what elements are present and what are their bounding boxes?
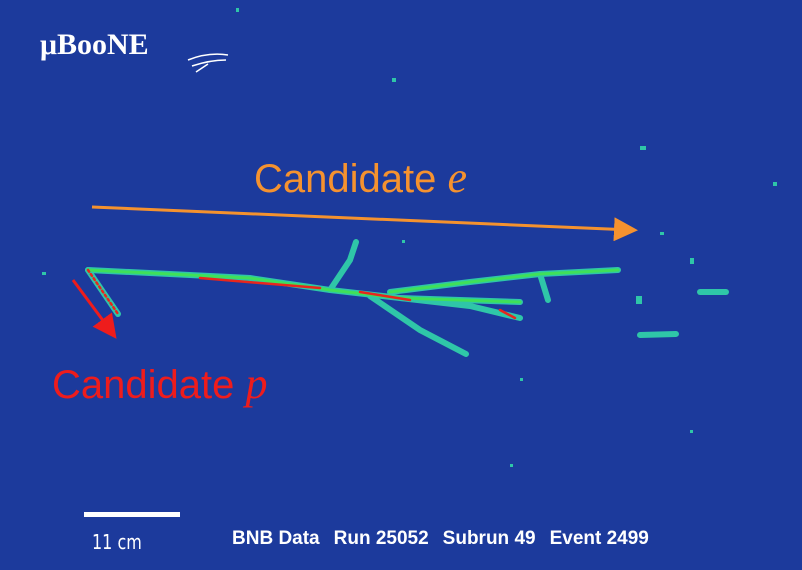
candidate-label: Candidate p (52, 358, 268, 409)
label-text: Candidate (254, 157, 436, 201)
footer: BNB Data Run 25052 Subrun 49 Event 2499 (232, 528, 663, 550)
footer-item: BNB Data (232, 528, 320, 549)
particle-symbol: e (448, 153, 468, 202)
proton-arrow (73, 280, 113, 334)
footer-item: Run 25052 (334, 528, 429, 549)
footer-item: Subrun 49 (443, 528, 536, 549)
track-group (88, 242, 726, 354)
scale-bar (84, 512, 180, 517)
footer-item: Event 2499 (550, 528, 649, 549)
logo: μBooNE (40, 28, 149, 62)
candidate-label: Candidate e (254, 152, 467, 203)
event-display: μBooNE Candidate e Candidate p 11 cm BNB… (0, 0, 802, 570)
electron-arrow (92, 207, 632, 230)
tracks (0, 0, 802, 570)
scale-label: 11 cm (92, 530, 142, 554)
label-text: Candidate (52, 363, 234, 407)
particle-symbol: p (246, 359, 268, 408)
logo-swoosh (188, 54, 228, 72)
